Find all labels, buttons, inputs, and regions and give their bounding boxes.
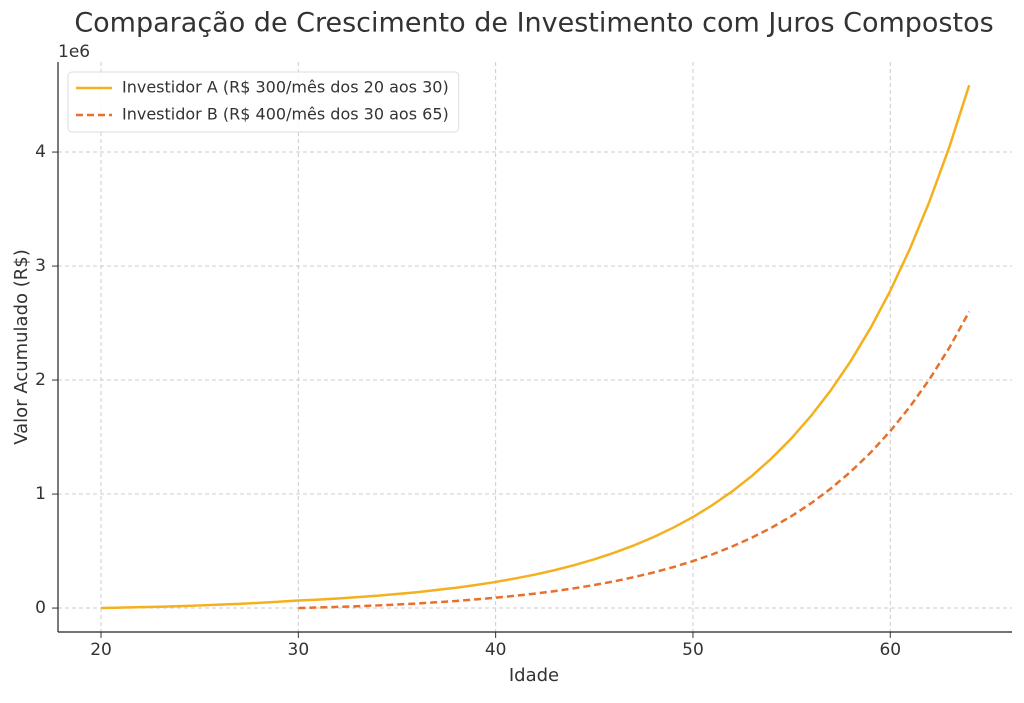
- y-tick-label: 0: [35, 598, 46, 618]
- y-tick-label: 3: [35, 256, 46, 276]
- x-tick-label: 30: [288, 640, 310, 660]
- x-tick-label: 20: [90, 640, 112, 660]
- x-tick-label: 50: [682, 640, 704, 660]
- series-line: [100, 84, 971, 610]
- legend: Investidor A (R$ 300/mês dos 20 aos 30) I…: [67, 71, 460, 133]
- grid: [58, 62, 1012, 632]
- y-tick-label: 1: [35, 484, 46, 504]
- y-offset-label: 1e6: [58, 42, 90, 62]
- y-tick-label: 2: [35, 370, 46, 390]
- series-line: [298, 311, 971, 610]
- y-tick-label: 4: [35, 142, 46, 162]
- legend-box: [67, 71, 460, 133]
- legend-label: Investidor B (R$ 400/mês dos 30 aos 65): [122, 105, 449, 124]
- x-axis-label: Idade: [509, 665, 559, 686]
- y-axis-label: Valor Acumulado (R$): [11, 249, 32, 445]
- legend-label: Investidor A (R$ 300/mês dos 20 aos 30): [122, 78, 449, 97]
- chart-title: Comparação de Crescimento de Investiment…: [74, 8, 993, 39]
- x-tick-label: 40: [485, 640, 507, 660]
- x-tick-label: 60: [879, 640, 901, 660]
